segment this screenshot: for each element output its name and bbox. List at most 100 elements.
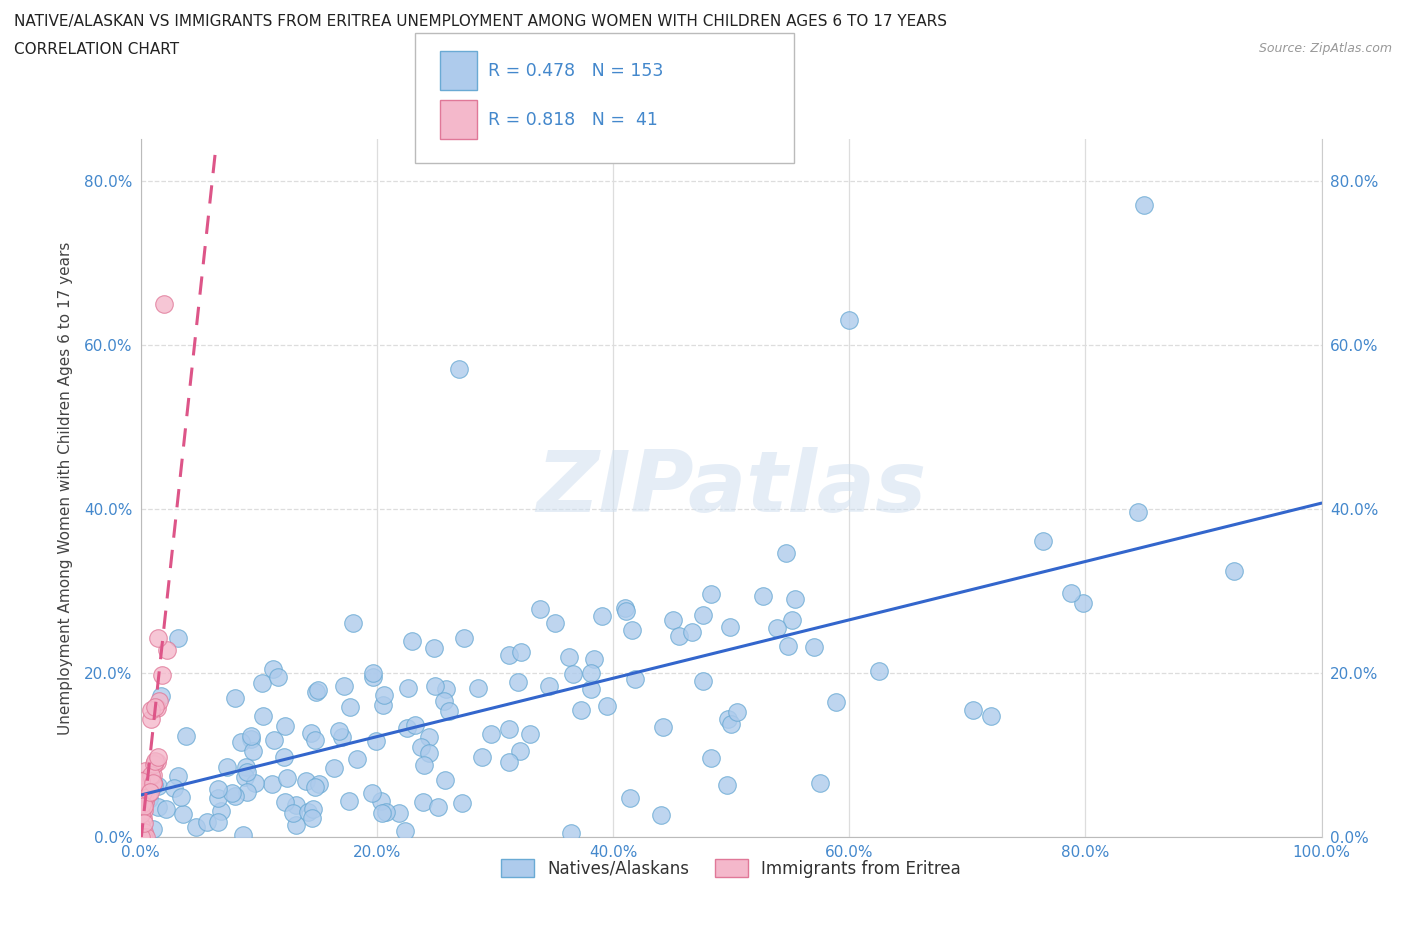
- Text: NATIVE/ALASKAN VS IMMIGRANTS FROM ERITREA UNEMPLOYMENT AMONG WOMEN WITH CHILDREN: NATIVE/ALASKAN VS IMMIGRANTS FROM ERITRE…: [14, 14, 948, 29]
- Point: [304, 733, 326, 748]
- Point: [1133, 198, 1156, 213]
- Point: [132, 830, 155, 844]
- Point: [262, 777, 284, 791]
- Point: [134, 764, 156, 778]
- Point: [132, 830, 155, 844]
- Point: [129, 830, 152, 844]
- Point: [652, 720, 675, 735]
- Legend: Natives/Alaskans, Immigrants from Eritrea: Natives/Alaskans, Immigrants from Eritre…: [495, 853, 967, 884]
- Point: [132, 785, 155, 800]
- Point: [139, 784, 162, 799]
- Point: [725, 705, 748, 720]
- Text: Source: ZipAtlas.com: Source: ZipAtlas.com: [1258, 42, 1392, 55]
- Point: [163, 780, 186, 795]
- Point: [498, 754, 520, 769]
- Point: [437, 703, 460, 718]
- Point: [1126, 504, 1149, 519]
- Point: [186, 819, 208, 834]
- Point: [299, 725, 322, 740]
- Point: [1222, 564, 1244, 578]
- Point: [301, 811, 323, 826]
- Point: [148, 800, 170, 815]
- Point: [285, 798, 308, 813]
- Point: [423, 678, 446, 693]
- Point: [138, 791, 160, 806]
- Point: [155, 643, 177, 658]
- Point: [150, 688, 173, 703]
- Point: [509, 743, 531, 758]
- Point: [221, 786, 243, 801]
- Point: [207, 790, 229, 805]
- Point: [172, 806, 194, 821]
- Point: [195, 815, 218, 830]
- Point: [132, 798, 155, 813]
- Point: [591, 609, 613, 624]
- Point: [624, 671, 647, 686]
- Point: [433, 694, 456, 709]
- Point: [396, 721, 419, 736]
- Point: [692, 608, 714, 623]
- Point: [242, 744, 264, 759]
- Point: [783, 591, 806, 606]
- Point: [207, 781, 229, 796]
- Point: [142, 777, 165, 791]
- Text: CORRELATION CHART: CORRELATION CHART: [14, 42, 179, 57]
- Point: [583, 651, 606, 666]
- Point: [621, 623, 644, 638]
- Point: [692, 674, 714, 689]
- Point: [776, 638, 799, 653]
- Point: [250, 675, 273, 690]
- Point: [529, 602, 551, 617]
- Point: [215, 760, 238, 775]
- Point: [650, 807, 672, 822]
- Point: [716, 778, 738, 793]
- Point: [434, 773, 457, 788]
- Point: [252, 709, 274, 724]
- Point: [346, 751, 368, 766]
- Point: [1071, 595, 1094, 610]
- Point: [142, 777, 165, 792]
- Point: [307, 682, 329, 697]
- Point: [148, 778, 170, 793]
- Point: [263, 732, 285, 747]
- Point: [273, 719, 295, 734]
- Point: [294, 773, 316, 788]
- Point: [434, 682, 457, 697]
- Point: [700, 751, 723, 765]
- Point: [262, 662, 284, 677]
- Point: [142, 821, 165, 836]
- Point: [146, 755, 169, 770]
- Point: [170, 790, 193, 804]
- Point: [396, 681, 419, 696]
- Point: [146, 750, 169, 764]
- Point: [266, 670, 288, 684]
- Point: [167, 631, 190, 645]
- Point: [297, 804, 319, 819]
- Point: [153, 296, 176, 311]
- Point: [1060, 585, 1083, 600]
- Point: [401, 633, 423, 648]
- Point: [333, 679, 356, 694]
- Point: [284, 817, 307, 832]
- Point: [129, 774, 152, 789]
- Point: [980, 709, 1002, 724]
- Point: [274, 795, 297, 810]
- Point: [404, 718, 426, 733]
- Text: R = 0.478   N = 153: R = 0.478 N = 153: [488, 61, 664, 80]
- Text: R = 0.818   N =  41: R = 0.818 N = 41: [488, 111, 658, 129]
- Point: [142, 756, 165, 771]
- Point: [373, 687, 395, 702]
- Point: [131, 830, 153, 844]
- Point: [332, 730, 354, 745]
- Point: [141, 703, 163, 718]
- Y-axis label: Unemployment Among Women with Children Ages 6 to 17 years: Unemployment Among Women with Children A…: [58, 242, 73, 735]
- Point: [471, 750, 494, 764]
- Point: [422, 640, 444, 655]
- Point: [132, 825, 155, 840]
- Point: [152, 668, 174, 683]
- Text: ZIPatlas: ZIPatlas: [536, 446, 927, 530]
- Point: [718, 620, 741, 635]
- Point: [613, 601, 636, 616]
- Point: [364, 734, 387, 749]
- Point: [142, 776, 165, 790]
